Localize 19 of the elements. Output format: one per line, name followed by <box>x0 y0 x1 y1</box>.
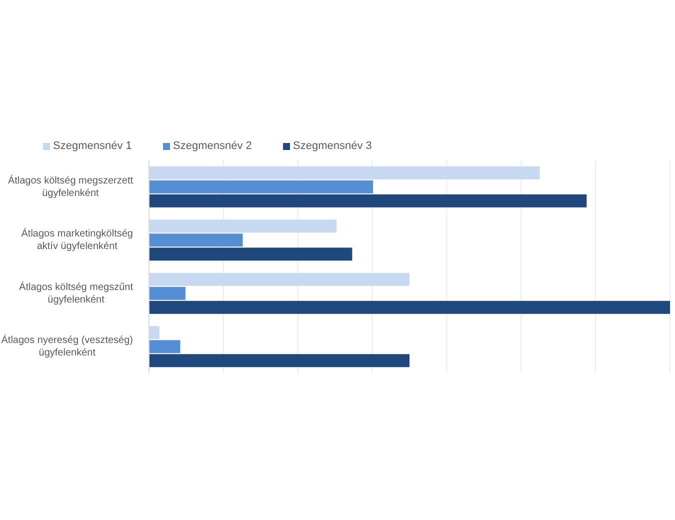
legend-label: Szegmensnév 2 <box>173 139 252 153</box>
bar <box>149 354 410 368</box>
bar <box>149 340 180 354</box>
bar <box>149 234 243 247</box>
y-tick-label: Átlagos nyereség (veszteség) ügyfelenként <box>1 334 133 358</box>
bar <box>149 180 374 194</box>
bar <box>149 326 160 340</box>
bar <box>149 300 670 314</box>
bar <box>149 286 186 300</box>
y-tick-label: Átlagos marketingköltség aktív ügyfelenként <box>21 227 134 252</box>
bar <box>149 166 540 180</box>
legend-label: Szegmensnév 3 <box>293 139 372 153</box>
bar <box>149 220 337 233</box>
bar <box>149 272 410 286</box>
y-tick-label: Átlagos költség megszűnt ügyfelenként <box>19 280 134 305</box>
bar <box>149 194 587 208</box>
y-tick-label: Átlagos költség megszerzett ügyfelenként <box>8 174 134 198</box>
legend-label: Szegmensnév 1 <box>53 139 132 153</box>
bar <box>149 248 352 261</box>
